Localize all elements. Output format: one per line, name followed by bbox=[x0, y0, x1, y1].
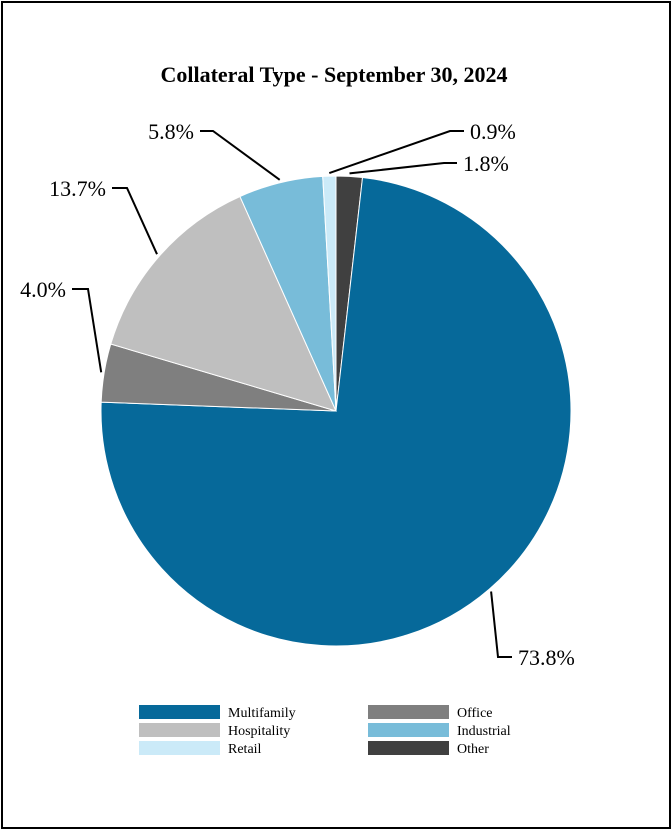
leader-line-industrial bbox=[200, 130, 281, 181]
data-label-hospitality: 13.7% bbox=[49, 176, 106, 201]
data-label-other: 1.8% bbox=[463, 151, 509, 176]
legend-item-hospitality: Hospitality bbox=[139, 723, 290, 739]
pie-slice-hospitality bbox=[110, 195, 337, 412]
legend-label-multifamily: Multifamily bbox=[228, 706, 296, 721]
data-label-multifamily: 73.8% bbox=[518, 645, 575, 670]
leader-line-retail bbox=[328, 130, 464, 175]
data-labels: 1.8% 73.8% 4.0% 13.7% 5.8% 0.9% bbox=[20, 119, 575, 670]
legend-label-office: Office bbox=[457, 706, 493, 721]
leader-line-multifamily bbox=[490, 591, 512, 658]
leader-line-hospitality bbox=[112, 187, 158, 255]
legend-item-retail: Retail bbox=[139, 741, 262, 757]
data-label-industrial: 5.8% bbox=[148, 119, 194, 144]
pie-slice-multifamily bbox=[100, 176, 572, 647]
legend-swatch-office bbox=[368, 705, 449, 719]
legend-label-industrial: Industrial bbox=[457, 724, 511, 739]
leader-line-other bbox=[349, 162, 457, 175]
legend-label-other: Other bbox=[457, 742, 489, 757]
label-leader-lines bbox=[72, 130, 512, 658]
data-label-office: 4.0% bbox=[20, 277, 66, 302]
legend-item-multifamily: Multifamily bbox=[139, 705, 296, 721]
legend-swatch-hospitality bbox=[139, 723, 220, 737]
legend-swatch-industrial bbox=[368, 723, 449, 737]
legend-item-other: Other bbox=[368, 741, 489, 757]
chart-title: Collateral Type - September 30, 2024 bbox=[160, 62, 507, 87]
legend-label-hospitality: Hospitality bbox=[228, 724, 290, 739]
leader-line-office bbox=[72, 288, 103, 373]
legend-swatch-multifamily bbox=[139, 705, 220, 719]
pie-slice-retail bbox=[322, 175, 337, 412]
legend-label-retail: Retail bbox=[228, 742, 262, 757]
legend-item-office: Office bbox=[368, 705, 493, 721]
legend-swatch-retail bbox=[139, 741, 220, 755]
pie-slices bbox=[100, 175, 572, 647]
legend-swatch-other bbox=[368, 741, 449, 755]
legend: Multifamily Office Hospitality Industrial Re… bbox=[139, 705, 511, 757]
legend-item-industrial: Industrial bbox=[368, 723, 511, 739]
data-label-retail: 0.9% bbox=[470, 119, 516, 144]
